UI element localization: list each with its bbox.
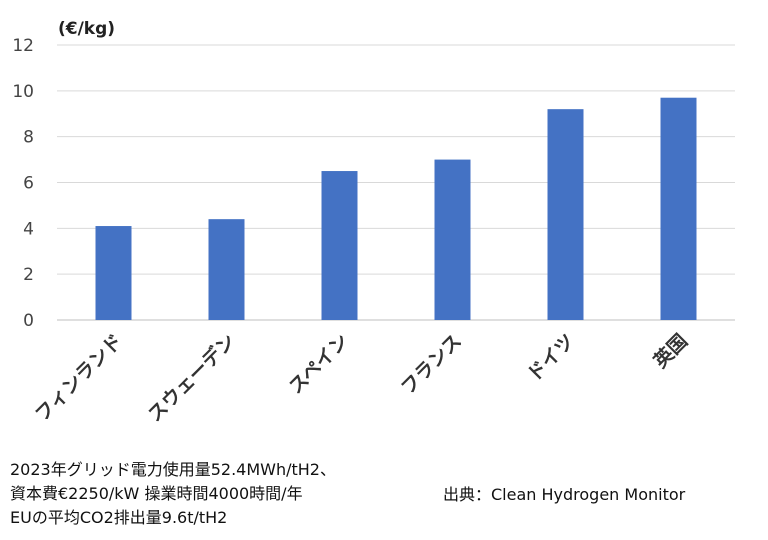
y-axis-unit: (€/kg)	[58, 19, 115, 39]
y-tick-label: 0	[23, 311, 34, 331]
y-axis-ticks: 0 2 4 6 8 10 12	[12, 36, 34, 331]
y-tick-label: 12	[12, 36, 34, 56]
category-label: フランス	[397, 330, 466, 399]
bar-4	[434, 159, 471, 320]
category-label: フィンランド	[31, 330, 127, 426]
gridlines	[57, 44, 735, 321]
category-label: ドイツ	[523, 330, 579, 386]
y-tick-label: 8	[23, 128, 34, 148]
note-line: EUの平均CO2排出量9.6t/tH2	[10, 508, 228, 527]
bar-6	[660, 97, 697, 320]
assumption-note: 2023年グリッド電力使用量52.4MWh/tH2、 資本費€2250/kW 操…	[10, 458, 336, 530]
bar-1	[95, 226, 132, 320]
note-line: 2023年グリッド電力使用量52.4MWh/tH2、	[10, 460, 336, 479]
bar-3	[321, 171, 358, 320]
bar-5	[547, 109, 584, 321]
y-tick-label: 6	[23, 174, 34, 194]
y-tick-label: 4	[23, 219, 34, 239]
bars	[95, 97, 697, 321]
bar-chart: 0 2 4 6 8 10 12 フィンランド スウェーデン スペイン フランス ドイツ 英国 (€/k…	[12, 19, 735, 426]
y-tick-label: 10	[12, 82, 34, 102]
category-label: 英国	[649, 329, 692, 372]
category-label: スペイン	[285, 330, 353, 398]
source-credit: 出典：Clean Hydrogen Monitor	[443, 485, 686, 504]
bar-2	[208, 219, 245, 320]
y-tick-label: 2	[23, 265, 34, 285]
category-label: スウェーデン	[143, 329, 240, 426]
note-line: 資本費€2250/kW 操業時間4000時間/年	[10, 484, 303, 503]
x-axis-categories: フィンランド スウェーデン スペイン フランス ドイツ 英国	[31, 329, 692, 426]
